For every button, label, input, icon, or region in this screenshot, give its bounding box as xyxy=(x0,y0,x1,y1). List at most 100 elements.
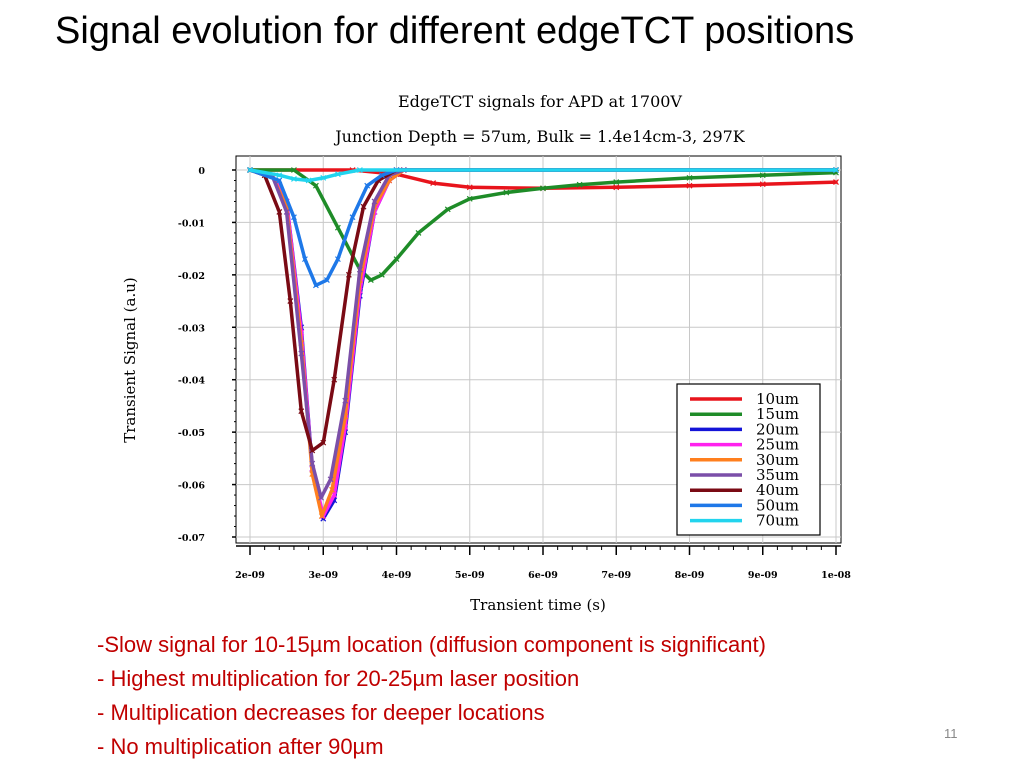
series-line xyxy=(248,168,838,288)
data-point xyxy=(415,229,422,236)
data-point xyxy=(356,266,363,273)
data-point xyxy=(444,206,451,213)
data-point xyxy=(345,271,352,278)
data-point xyxy=(331,492,338,498)
data-point xyxy=(360,203,367,210)
legend-label: 35um xyxy=(756,466,799,484)
y-tick-label: -0.04 xyxy=(178,376,205,387)
x-tick-label: 9e-09 xyxy=(748,570,778,581)
data-point xyxy=(291,175,297,182)
data-point xyxy=(287,298,294,304)
bullet-item: -Slow signal for 10-15µm location (diffu… xyxy=(97,632,766,657)
y-tick-label: -0.01 xyxy=(178,218,205,229)
y-axis-label: Transient Signal (a.u) xyxy=(121,277,139,443)
data-point xyxy=(342,397,349,404)
x-tick-label: 2e-09 xyxy=(235,570,265,581)
series-line xyxy=(248,168,838,282)
x-tick-label: 3e-09 xyxy=(308,570,338,581)
y-tick-label: -0.05 xyxy=(178,428,205,439)
data-point xyxy=(833,167,839,173)
data-point xyxy=(329,486,335,493)
x-tick-label: 8e-09 xyxy=(675,570,705,581)
data-point xyxy=(276,209,283,215)
series-lines xyxy=(247,167,839,522)
data-point xyxy=(378,271,385,278)
legend-label: 40um xyxy=(756,481,799,499)
data-point xyxy=(298,408,305,415)
y-tick-label: -0.07 xyxy=(178,533,205,544)
data-point xyxy=(327,476,334,483)
data-point xyxy=(540,185,546,192)
legend-label: 50um xyxy=(756,496,799,514)
legend-label: 25um xyxy=(756,436,799,454)
data-point xyxy=(320,174,327,181)
data-point xyxy=(334,224,341,231)
chart-subtitle: Junction Depth = 57um, Bulk = 1.4e14cm-3… xyxy=(333,127,746,146)
y-tick-label: 0 xyxy=(198,166,205,177)
data-point xyxy=(318,494,324,501)
data-point xyxy=(247,167,253,173)
data-point xyxy=(309,460,316,467)
data-point xyxy=(364,182,371,189)
x-tick-label: 4e-09 xyxy=(382,570,412,581)
data-point xyxy=(323,277,330,284)
legend-label: 15um xyxy=(756,405,799,423)
data-point xyxy=(466,184,473,191)
series-line xyxy=(248,168,838,183)
data-point xyxy=(320,439,327,446)
data-point xyxy=(309,447,316,454)
x-tick-label: 6e-09 xyxy=(528,570,558,581)
data-point xyxy=(302,256,308,263)
data-point xyxy=(305,177,312,184)
data-point xyxy=(759,181,766,188)
y-tick-label: -0.06 xyxy=(178,481,205,492)
x-tick-label: 5e-09 xyxy=(455,570,485,581)
x-tick-label: 1e-08 xyxy=(821,570,851,581)
data-point xyxy=(393,256,400,263)
page-number: 11 xyxy=(944,726,958,741)
chart-title: EdgeTCT signals for APD at 1700V xyxy=(398,92,682,111)
data-point xyxy=(371,198,378,205)
data-point xyxy=(576,181,583,188)
data-point xyxy=(367,277,374,284)
x-tick-label: 7e-09 xyxy=(601,570,631,581)
y-tick-label: -0.03 xyxy=(178,323,205,334)
data-point xyxy=(686,174,693,181)
data-point xyxy=(334,256,341,263)
data-point xyxy=(318,513,325,519)
data-point xyxy=(430,180,437,187)
bullet-item: - No multiplication after 90µm xyxy=(97,734,384,759)
data-point xyxy=(313,282,319,289)
bullet-item: - Highest multiplication for 20-25µm las… xyxy=(97,666,580,691)
data-point xyxy=(503,189,510,196)
data-point xyxy=(613,184,620,191)
data-point xyxy=(291,167,297,173)
data-point xyxy=(356,167,363,173)
data-point xyxy=(313,182,319,189)
bullet-item: - Multiplication decreases for deeper lo… xyxy=(97,700,545,725)
data-point xyxy=(276,172,283,179)
legend-label: 30um xyxy=(756,451,799,469)
legend-label: 10um xyxy=(756,390,799,408)
data-point xyxy=(283,209,290,215)
data-point xyxy=(378,172,385,179)
data-point xyxy=(298,350,305,357)
x-axis-label: Transient time (s) xyxy=(470,596,606,614)
data-point xyxy=(613,179,620,185)
data-point xyxy=(686,182,693,189)
data-point xyxy=(291,214,297,221)
y-tick-label: -0.02 xyxy=(178,271,205,282)
slide-title: Signal evolution for different edgeTCT p… xyxy=(55,10,855,52)
legend-label: 70um xyxy=(756,512,799,530)
data-point xyxy=(466,195,473,202)
series-line xyxy=(248,168,838,191)
data-point xyxy=(331,376,338,383)
legend-label: 20um xyxy=(756,420,799,438)
axis-ticks: 0 -0.01 -0.02 -0.03 -0.04 -0.05 -0.06 -0.07 2e-0… xyxy=(178,166,851,581)
data-point xyxy=(759,172,766,179)
data-point xyxy=(349,214,356,221)
data-point xyxy=(833,179,839,185)
data-point xyxy=(334,171,341,178)
